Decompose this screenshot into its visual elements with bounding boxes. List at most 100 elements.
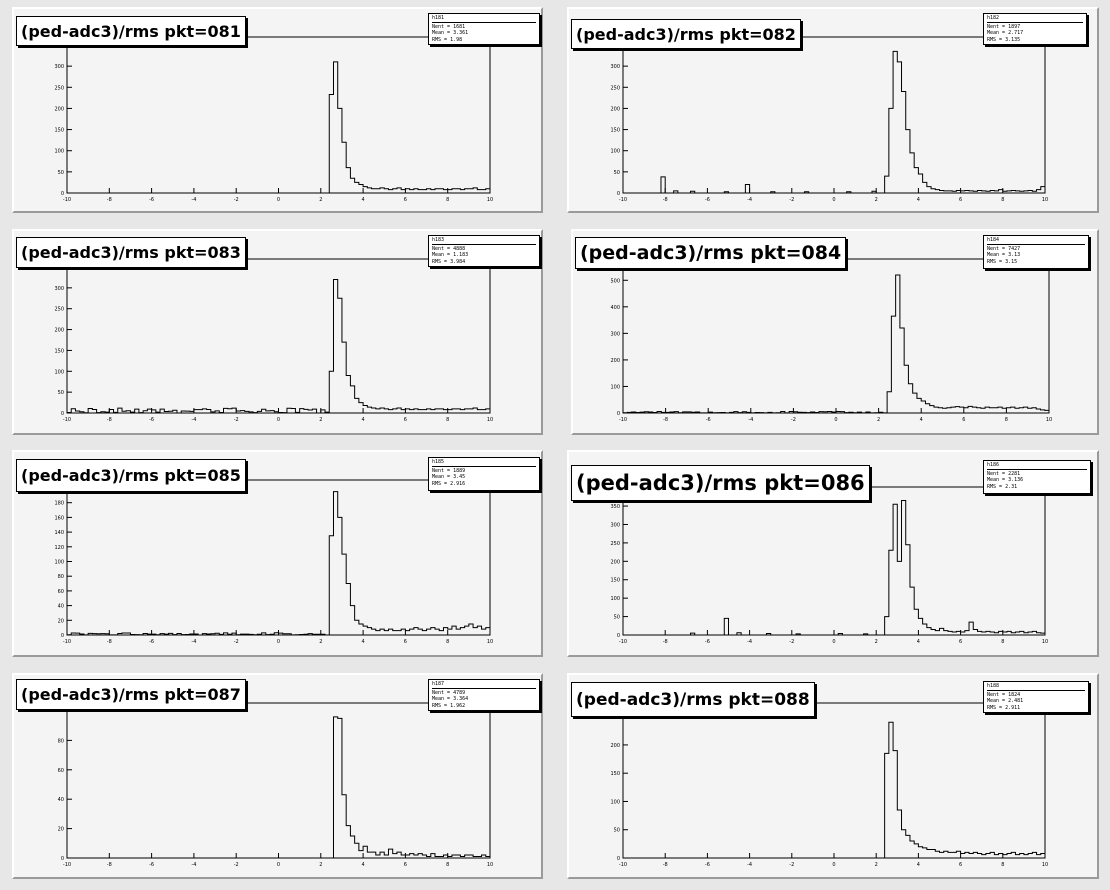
y-tick-label: 100 [610, 149, 620, 155]
x-tick-label: 2 [875, 862, 878, 868]
x-tick-label: -10 [619, 862, 627, 868]
stats-box: h182 Nent = 1897 Mean = 2.717 RMS = 3.13… [983, 13, 1087, 45]
x-tick-label: 0 [277, 639, 280, 645]
x-tick-label: -10 [619, 197, 627, 203]
y-tick-label: 50 [614, 615, 620, 621]
histogram-pad-088: 0 50 100 150 200 250 -10 -8 -6 -4 -2 0 2 4 6 8 10 (ped-a… [567, 673, 1099, 879]
y-tick-label: 0 [617, 191, 620, 197]
x-tick-label: -6 [149, 417, 154, 423]
x-tick-label: 8 [446, 862, 449, 868]
x-tick-label: 10 [487, 417, 493, 423]
x-tick-label: 8 [446, 639, 449, 645]
x-tick-label: -10 [63, 197, 71, 203]
histogram-title: (ped-adc3)/rms pkt=083 [16, 237, 246, 268]
stats-name: h185 [432, 459, 536, 467]
x-tick-label: 4 [917, 639, 920, 645]
stats-rms: RMS = 1.962 [432, 702, 466, 709]
x-tick-label: -2 [234, 417, 239, 423]
histogram-title: (ped-adc3)/rms pkt=088 [571, 682, 815, 717]
y-tick-label: 50 [614, 828, 620, 834]
x-tick-label: 10 [1042, 862, 1048, 868]
histogram-pad-081: 0 50 100 150 200 250 300 -10 -8 -6 -4 -2 0 2 4 6 8 10 (pe… [12, 7, 543, 213]
x-tick-label: 0 [277, 197, 280, 203]
x-tick-label: -4 [747, 639, 752, 645]
y-tick-label: 250 [610, 715, 620, 721]
y-tick-label: 150 [610, 578, 620, 584]
x-tick-label: 0 [834, 417, 837, 423]
x-tick-label: 10 [1042, 639, 1048, 645]
y-tick-label: 0 [617, 856, 620, 862]
y-tick-label: 150 [610, 128, 620, 134]
y-tick-label: 250 [54, 307, 64, 313]
plot-frame [66, 36, 491, 194]
stats-box: h185 Nent = 1889 Mean = 3.45 RMS = 2.916 [428, 457, 540, 491]
histogram-spike [723, 191, 729, 193]
y-tick-label: 0 [617, 633, 620, 639]
histogram-line [66, 491, 491, 636]
stats-rms: RMS = 2.916 [432, 480, 466, 487]
x-tick-label: -4 [191, 639, 196, 645]
x-tick-label: 4 [362, 862, 365, 868]
stats-box: h181 Nent = 1681 Mean = 3.361 RMS = 1.98 [428, 13, 540, 45]
x-tick-label: 0 [277, 862, 280, 868]
x-tick-label: -6 [705, 639, 710, 645]
y-tick-label: 100 [54, 369, 64, 375]
stats-name: h186 [987, 462, 1087, 470]
x-tick-label: -4 [747, 197, 752, 203]
x-tick-label: -10 [619, 417, 627, 423]
y-tick-label: 200 [54, 328, 64, 334]
y-tick-label: 0 [61, 633, 64, 639]
x-tick-label: 8 [1001, 197, 1004, 203]
y-tick-label: 60 [58, 589, 64, 595]
x-tick-label: 4 [362, 417, 365, 423]
x-tick-label: -4 [191, 197, 196, 203]
y-tick-label: 250 [610, 541, 620, 547]
y-tick-label: 0 [61, 191, 64, 197]
y-tick-label: 200 [610, 559, 620, 565]
histogram-title: (ped-adc3)/rms pkt=082 [571, 19, 801, 49]
histogram-title: (ped-adc3)/rms pkt=086 [571, 465, 870, 501]
x-tick-label: -8 [663, 417, 668, 423]
histogram-title: (ped-adc3)/rms pkt=081 [16, 16, 246, 46]
y-tick-label: 400 [610, 305, 620, 311]
histogram-spike [660, 176, 666, 193]
histogram-spike [846, 191, 852, 193]
stats-box: h187 Nent = 4789 Mean = 3.364 RMS = 1.96… [428, 679, 540, 711]
x-tick-label: 6 [959, 639, 962, 645]
x-tick-label: 6 [404, 639, 407, 645]
y-tick-label: 300 [610, 331, 620, 337]
x-tick-label: 8 [1001, 862, 1004, 868]
y-tick-label: 20 [58, 618, 64, 624]
x-tick-label: 6 [962, 417, 965, 423]
plot-frame [622, 36, 1046, 194]
stats-box: h184 Nent = 7427 Mean = 3.13 RMS = 3.15 [983, 235, 1089, 269]
x-tick-label: -6 [706, 417, 711, 423]
histogram-spike [765, 633, 772, 635]
plot-frame [622, 486, 1046, 636]
y-tick-label: 100 [610, 799, 620, 805]
stats-mean: Mean = 3.136 [987, 477, 1024, 483]
histogram-spike [736, 632, 742, 635]
y-tick-label: 300 [54, 64, 64, 70]
stats-mean: Mean = 3.13 [987, 252, 1021, 258]
stats-mean: Mean = 3.364 [432, 696, 469, 702]
histogram-spike [723, 617, 729, 635]
y-tick-label: 40 [58, 604, 64, 610]
x-tick-label: 8 [446, 197, 449, 203]
y-tick-label: 0 [61, 856, 64, 862]
y-tick-label: 150 [610, 771, 620, 777]
x-tick-label: 4 [917, 197, 920, 203]
y-tick-label: 300 [54, 286, 64, 292]
y-tick-label: 100 [610, 596, 620, 602]
y-tick-label: 60 [58, 768, 64, 774]
x-tick-label: -8 [107, 417, 112, 423]
x-tick-label: 2 [319, 862, 322, 868]
histogram-plot: 0 50 100 150 200 250 300 -10 -8 -6 -4 -2 0 2 4 6 8 10 [610, 36, 1048, 203]
stats-entries: Nent = 7427 [987, 245, 1021, 252]
stats-name: h188 [987, 683, 1085, 691]
stats-rms: RMS = 2.31 [987, 483, 1018, 490]
histogram-spike [871, 190, 877, 193]
x-tick-label: -4 [748, 417, 753, 423]
stats-entries: Nent = 1824 [987, 691, 1021, 698]
x-tick-label: 10 [487, 197, 493, 203]
